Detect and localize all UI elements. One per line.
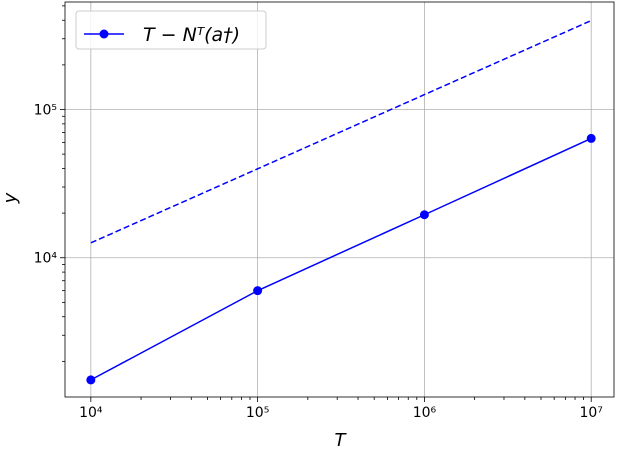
- marker: [586, 133, 596, 143]
- y-axis-label: y: [0, 192, 21, 204]
- plot-frame: [64, 1, 615, 398]
- legend-box: [75, 10, 267, 50]
- line: [90, 137, 592, 381]
- y-tick-label: 10⁴: [34, 251, 58, 267]
- marker: [86, 375, 96, 385]
- x-tick-label: 10⁶: [413, 405, 437, 421]
- x-tick-label: 10⁵: [246, 405, 269, 421]
- x-tick-label: 10⁷: [579, 405, 602, 421]
- legend-marker: [99, 29, 109, 39]
- legend-label: T − Nᵀ(a†): [143, 24, 240, 46]
- marker: [253, 286, 263, 296]
- marker: [419, 210, 429, 220]
- x-axis-label: T: [335, 430, 348, 449]
- legend: T − Nᵀ(a†): [75, 10, 267, 50]
- line: [90, 19, 592, 244]
- y-tick-label: 10⁵: [34, 102, 57, 118]
- x-tick-label: 10⁴: [79, 405, 103, 421]
